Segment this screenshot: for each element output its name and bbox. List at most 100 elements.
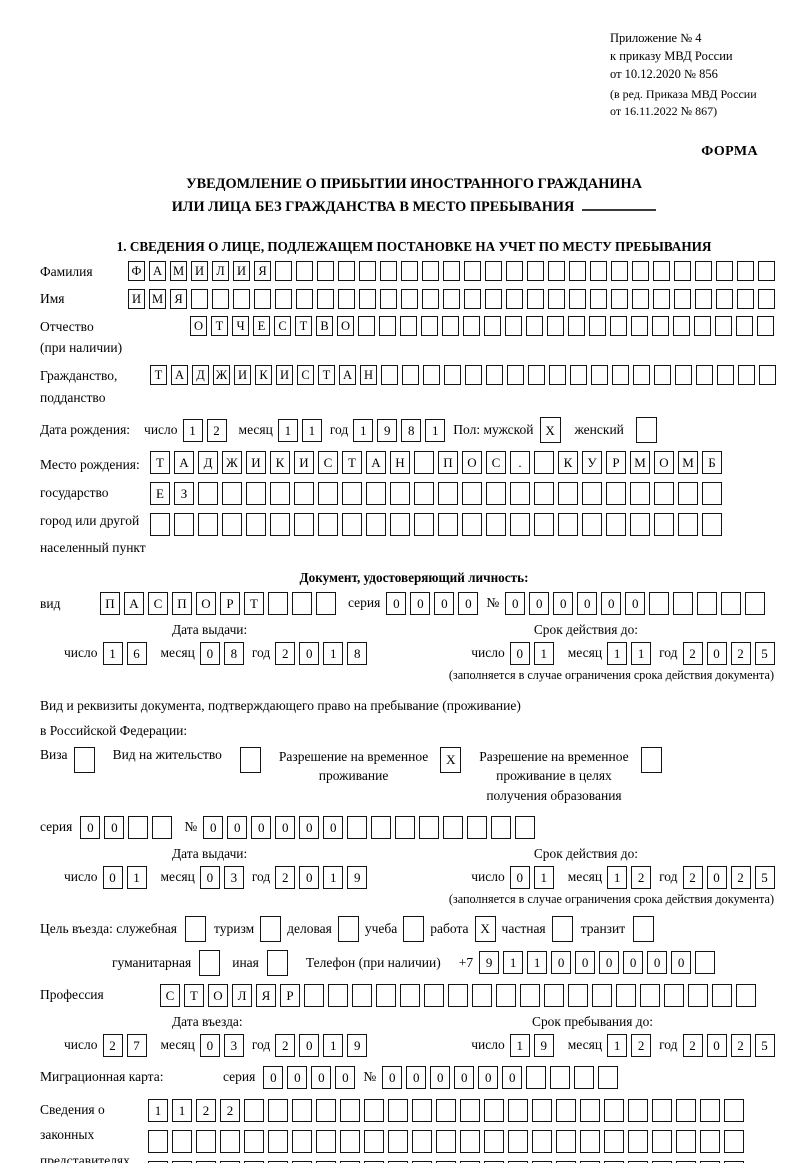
char-cell[interactable] xyxy=(633,365,650,385)
char-cell[interactable] xyxy=(558,482,578,506)
char-cell[interactable] xyxy=(358,315,375,336)
char-cell[interactable] xyxy=(589,315,606,336)
char-cell[interactable] xyxy=(268,1098,288,1122)
char-cell[interactable]: 0 xyxy=(553,591,574,615)
char-cell[interactable] xyxy=(347,815,368,839)
char-cell[interactable]: А xyxy=(149,261,166,282)
char-cell[interactable] xyxy=(590,289,607,310)
char-cell[interactable] xyxy=(294,482,314,506)
char-cell[interactable] xyxy=(403,915,425,942)
char-cell[interactable]: 1 xyxy=(607,865,628,889)
char-cell[interactable]: 1 xyxy=(301,418,322,442)
char-cell[interactable] xyxy=(550,1065,571,1089)
char-cell[interactable] xyxy=(568,315,585,336)
char-cell[interactable]: Ф xyxy=(128,261,145,282)
char-cell[interactable]: 0 xyxy=(529,591,550,615)
char-cell[interactable] xyxy=(316,1129,336,1153)
representatives-row2-cells[interactable] xyxy=(148,1129,744,1153)
char-cell[interactable]: 2 xyxy=(220,1098,240,1122)
char-cell[interactable] xyxy=(551,915,573,942)
char-cell[interactable] xyxy=(694,315,711,336)
char-cell[interactable]: 0 xyxy=(335,1065,356,1089)
char-cell[interactable]: С xyxy=(318,451,338,475)
char-cell[interactable] xyxy=(244,1129,264,1153)
char-cell[interactable] xyxy=(664,983,684,1007)
char-cell[interactable]: 0 xyxy=(386,591,407,615)
char-cell[interactable] xyxy=(496,983,516,1007)
char-cell[interactable] xyxy=(150,513,170,537)
char-cell[interactable] xyxy=(724,1098,744,1122)
char-cell[interactable]: X xyxy=(539,417,561,444)
char-cell[interactable]: 0 xyxy=(199,641,220,665)
char-cell[interactable] xyxy=(376,983,396,1007)
char-cell[interactable] xyxy=(401,261,418,282)
work-checkbox[interactable]: X xyxy=(474,915,496,942)
char-cell[interactable] xyxy=(649,591,670,615)
char-cell[interactable]: 3 xyxy=(223,1033,244,1057)
char-cell[interactable] xyxy=(486,482,506,506)
char-cell[interactable] xyxy=(174,513,194,537)
char-cell[interactable] xyxy=(484,1098,504,1122)
char-cell[interactable] xyxy=(569,289,586,310)
char-cell[interactable] xyxy=(464,261,481,282)
char-cell[interactable] xyxy=(402,365,419,385)
char-cell[interactable] xyxy=(422,289,439,310)
private-checkbox[interactable] xyxy=(551,915,573,942)
char-cell[interactable]: Е xyxy=(253,315,270,336)
char-cell[interactable] xyxy=(296,261,313,282)
char-cell[interactable]: 1 xyxy=(533,865,554,889)
char-cell[interactable]: 9 xyxy=(377,418,398,442)
char-cell[interactable]: Т xyxy=(211,315,228,336)
char-cell[interactable]: 8 xyxy=(401,418,422,442)
char-cell[interactable] xyxy=(254,289,271,310)
char-cell[interactable] xyxy=(582,513,602,537)
char-cell[interactable] xyxy=(556,1129,576,1153)
char-cell[interactable]: 8 xyxy=(347,641,368,665)
char-cell[interactable] xyxy=(444,365,461,385)
char-cell[interactable] xyxy=(547,315,564,336)
char-cell[interactable] xyxy=(702,513,722,537)
char-cell[interactable]: 0 xyxy=(575,951,596,974)
char-cell[interactable] xyxy=(472,983,492,1007)
char-cell[interactable] xyxy=(508,1129,528,1153)
char-cell[interactable] xyxy=(527,261,544,282)
char-cell[interactable]: И xyxy=(276,365,293,385)
char-cell[interactable] xyxy=(556,1160,576,1163)
char-cell[interactable]: 2 xyxy=(730,641,751,665)
char-cell[interactable]: 0 xyxy=(625,591,646,615)
char-cell[interactable] xyxy=(388,1160,408,1163)
char-cell[interactable] xyxy=(534,451,554,475)
char-cell[interactable]: 0 xyxy=(227,815,248,839)
char-cell[interactable] xyxy=(630,482,650,506)
char-cell[interactable] xyxy=(582,482,602,506)
char-cell[interactable] xyxy=(172,1160,192,1163)
char-cell[interactable] xyxy=(460,1098,480,1122)
char-cell[interactable]: 0 xyxy=(706,865,727,889)
char-cell[interactable] xyxy=(268,1129,288,1153)
char-cell[interactable] xyxy=(340,1098,360,1122)
char-cell[interactable]: С xyxy=(297,365,314,385)
char-cell[interactable] xyxy=(464,289,481,310)
char-cell[interactable]: 0 xyxy=(505,591,526,615)
char-cell[interactable] xyxy=(652,1098,672,1122)
char-cell[interactable] xyxy=(532,1160,552,1163)
char-cell[interactable] xyxy=(318,482,338,506)
char-cell[interactable]: 0 xyxy=(299,641,320,665)
char-cell[interactable]: 0 xyxy=(478,1065,499,1089)
char-cell[interactable]: 1 xyxy=(323,865,344,889)
char-cell[interactable]: Т xyxy=(295,315,312,336)
char-cell[interactable] xyxy=(275,289,292,310)
char-cell[interactable]: 0 xyxy=(623,951,644,974)
transit-checkbox[interactable] xyxy=(633,915,655,942)
